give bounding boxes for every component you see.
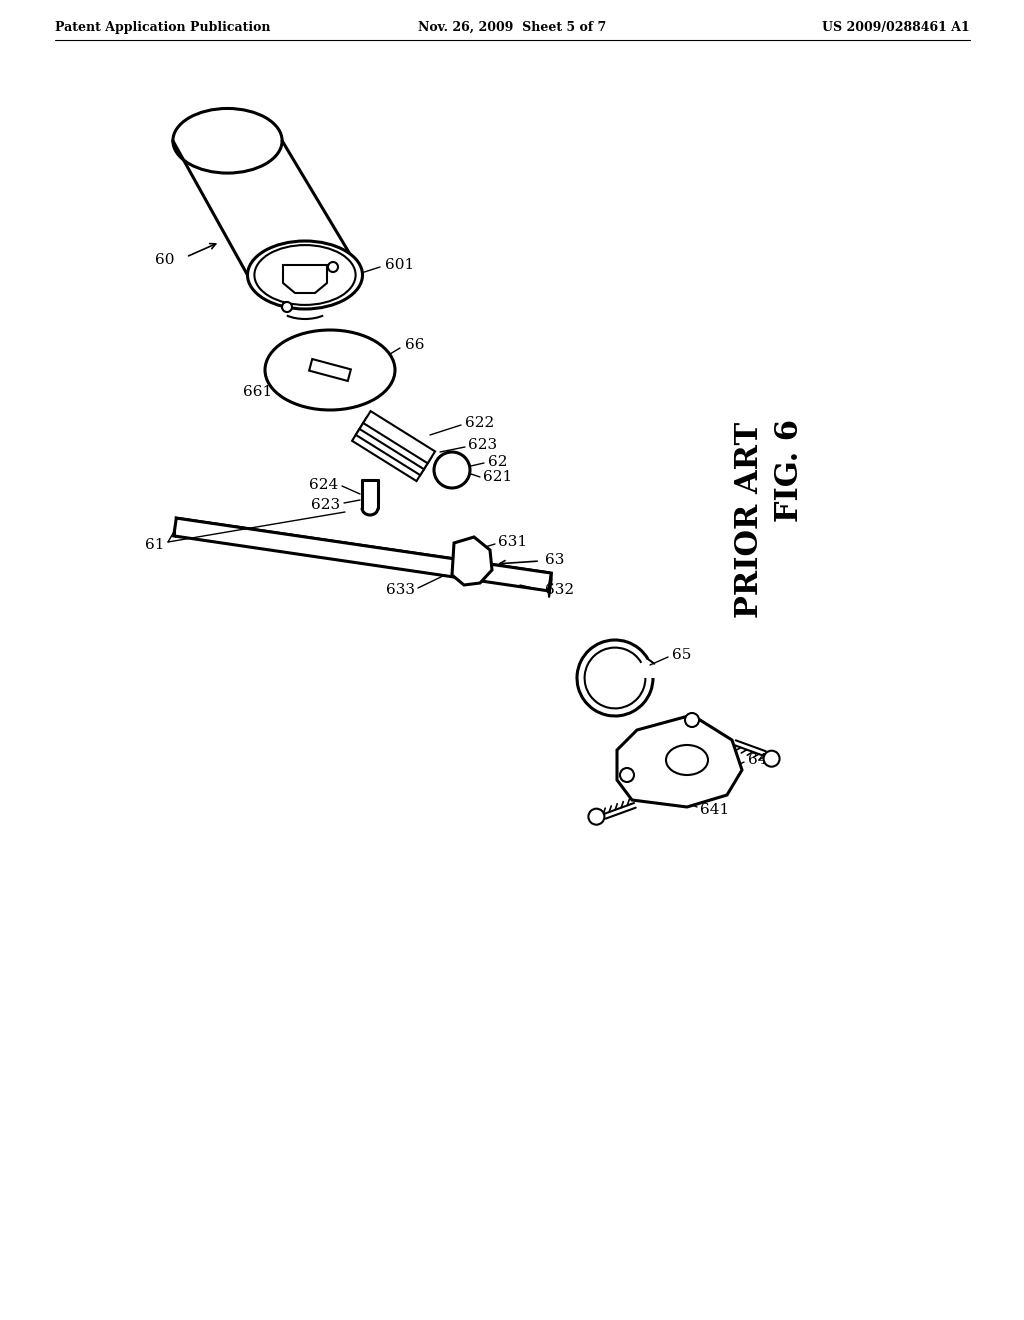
Polygon shape	[359, 417, 431, 469]
Text: 62: 62	[488, 455, 508, 469]
Text: US 2009/0288461 A1: US 2009/0288461 A1	[822, 21, 970, 33]
Ellipse shape	[666, 744, 708, 775]
Ellipse shape	[254, 246, 355, 305]
Text: 661: 661	[243, 385, 272, 399]
Ellipse shape	[248, 242, 362, 309]
Circle shape	[685, 713, 699, 727]
Text: 623: 623	[468, 438, 497, 451]
Text: 601: 601	[385, 257, 415, 272]
Text: FIG. 6: FIG. 6	[774, 418, 806, 521]
Polygon shape	[364, 411, 435, 463]
Ellipse shape	[265, 330, 395, 411]
Polygon shape	[174, 517, 551, 591]
Text: 66: 66	[406, 338, 425, 352]
Text: Nov. 26, 2009  Sheet 5 of 7: Nov. 26, 2009 Sheet 5 of 7	[418, 21, 606, 33]
Polygon shape	[352, 429, 424, 480]
Circle shape	[328, 261, 338, 272]
Text: 633: 633	[386, 583, 415, 597]
Circle shape	[589, 809, 604, 825]
Circle shape	[434, 451, 470, 488]
Text: 623: 623	[311, 498, 340, 512]
Circle shape	[620, 768, 634, 781]
Text: 60: 60	[156, 253, 175, 267]
Text: 65: 65	[672, 648, 691, 663]
Ellipse shape	[173, 108, 283, 173]
Text: 631: 631	[498, 535, 527, 549]
Text: 632: 632	[545, 583, 574, 597]
Circle shape	[282, 302, 292, 312]
Circle shape	[764, 751, 779, 767]
Text: 624: 624	[309, 478, 338, 492]
Polygon shape	[283, 265, 327, 293]
Text: 64: 64	[748, 752, 768, 767]
Polygon shape	[617, 715, 742, 807]
Text: PRIOR ART: PRIOR ART	[734, 422, 766, 618]
Text: 63: 63	[545, 553, 564, 568]
Text: 61: 61	[145, 539, 165, 552]
Polygon shape	[309, 359, 351, 381]
Text: 641: 641	[700, 803, 729, 817]
Polygon shape	[549, 573, 552, 598]
Polygon shape	[452, 537, 492, 585]
Text: Patent Application Publication: Patent Application Publication	[55, 21, 270, 33]
Polygon shape	[355, 422, 428, 475]
Text: 621: 621	[483, 470, 512, 484]
Text: 622: 622	[465, 416, 495, 430]
